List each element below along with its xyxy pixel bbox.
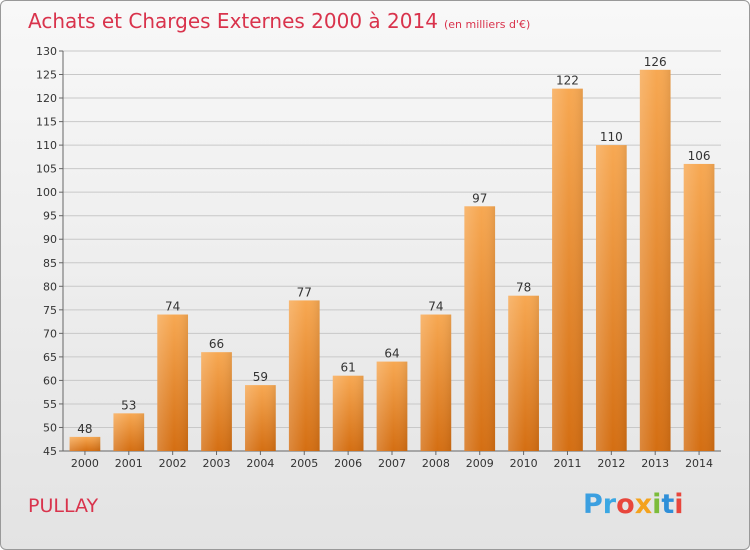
x-tick-label: 2003 <box>203 457 231 470</box>
y-tick-label: 115 <box>36 116 57 129</box>
bar-shade <box>464 206 496 451</box>
value-label: 78 <box>516 281 531 295</box>
value-label: 61 <box>340 361 355 375</box>
x-tick-label: 2010 <box>510 457 538 470</box>
x-tick-label: 2004 <box>246 457 274 470</box>
value-label: 106 <box>688 149 711 163</box>
bar-shade <box>639 69 671 451</box>
logo-letter: i <box>674 489 684 520</box>
y-tick-label: 80 <box>43 280 57 293</box>
y-tick-label: 130 <box>36 45 57 58</box>
y-tick-label: 125 <box>36 69 57 82</box>
y-tick-label: 65 <box>43 351 57 364</box>
value-label: 48 <box>77 422 92 436</box>
value-label: 66 <box>209 337 224 351</box>
logo-letter: x <box>634 489 653 520</box>
title-text: Achats et Charges Externes 2000 à 2014 <box>28 9 438 33</box>
bar-shade <box>376 361 408 451</box>
bar-shade <box>420 314 452 451</box>
logo-letter: P <box>583 489 603 520</box>
y-tick-label: 100 <box>36 186 57 199</box>
x-tick-label: 2012 <box>597 457 625 470</box>
y-tick-label: 90 <box>43 233 57 246</box>
y-tick-label: 85 <box>43 257 57 270</box>
bar-shade <box>113 413 145 451</box>
value-label: 53 <box>121 398 136 412</box>
y-tick-label: 55 <box>43 398 57 411</box>
y-tick-label: 95 <box>43 210 57 223</box>
y-tick-label: 50 <box>43 421 57 434</box>
y-tick-label: 75 <box>43 304 57 317</box>
logo-letter: o <box>616 489 635 520</box>
bar-shade <box>332 375 364 451</box>
bar-shade <box>683 163 715 452</box>
x-tick-label: 2005 <box>290 457 318 470</box>
logo-letter: t <box>661 489 675 520</box>
y-tick-label: 120 <box>36 92 57 105</box>
bar-shade <box>552 88 583 451</box>
value-label: 64 <box>384 347 399 361</box>
value-label: 59 <box>253 370 268 384</box>
x-tick-label: 2013 <box>641 457 669 470</box>
value-label: 74 <box>165 300 180 314</box>
x-tick-label: 2008 <box>422 457 450 470</box>
bar-shade <box>69 436 101 451</box>
x-tick-label: 2014 <box>685 457 713 470</box>
value-label: 77 <box>297 285 312 299</box>
proxiti-logo: Proxiti <box>583 489 684 520</box>
chart-title: Achats et Charges Externes 2000 à 2014 (e… <box>28 9 530 33</box>
bar-shade <box>595 145 627 451</box>
value-label: 97 <box>472 191 487 205</box>
value-label: 122 <box>556 74 579 88</box>
bar-shade <box>245 385 276 451</box>
logo-letter: i <box>652 489 662 520</box>
value-label: 74 <box>428 300 443 314</box>
value-label: 126 <box>644 55 667 69</box>
x-tick-label: 2007 <box>378 457 406 470</box>
bar-shade <box>288 300 320 451</box>
logo-letter: r <box>602 489 617 520</box>
x-tick-label: 2000 <box>71 457 99 470</box>
x-tick-label: 2011 <box>553 457 581 470</box>
y-tick-label: 60 <box>43 374 57 387</box>
y-tick-label: 45 <box>43 445 57 458</box>
x-tick-label: 2001 <box>115 457 143 470</box>
unit-label: (en milliers d'€) <box>443 18 531 31</box>
city-name: PULLAY <box>28 495 99 517</box>
x-tick-label: 2006 <box>334 457 362 470</box>
bar-shade <box>201 352 232 451</box>
y-tick-label: 70 <box>43 327 57 340</box>
labels: 45 50 55 60 65 70 75 80 85 90 95 100 105 110 115 120 125… <box>36 45 713 470</box>
bar-shade <box>508 295 539 451</box>
value-label: 110 <box>600 130 623 144</box>
y-tick-label: 110 <box>36 139 57 152</box>
bar-shade <box>157 314 189 451</box>
y-tick-label: 105 <box>36 163 57 176</box>
x-tick-label: 2009 <box>466 457 494 470</box>
bars <box>69 69 715 452</box>
x-tick-label: 2002 <box>159 457 187 470</box>
